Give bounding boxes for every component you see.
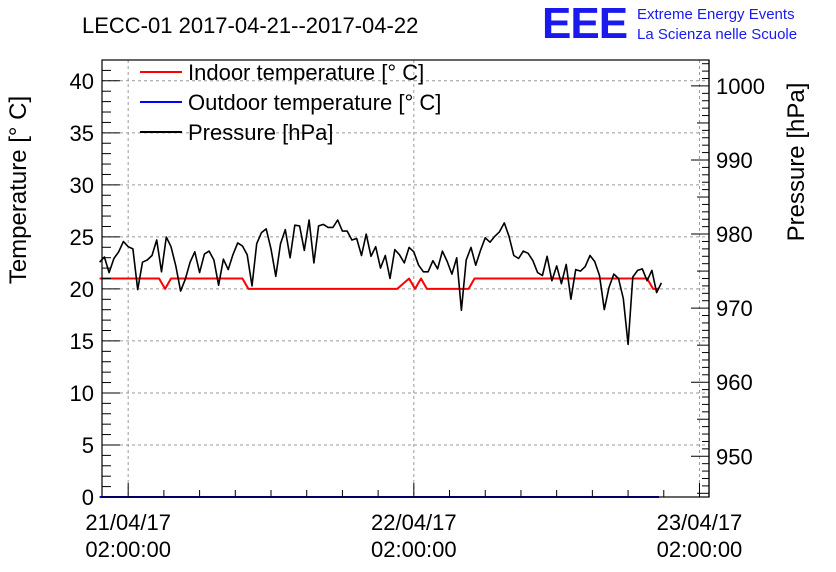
legend-label-indoor: Indoor temperature [° C]: [188, 60, 424, 85]
y-tick-label-6: 30: [70, 173, 94, 198]
x-tick-date-1: 22/04/17: [371, 510, 457, 535]
x-tick-time-1: 02:00:00: [371, 537, 457, 562]
logo-line1: Extreme Energy Events: [637, 6, 795, 23]
axis-ticks: [102, 59, 710, 498]
legend: Indoor temperature [° C] Outdoor tempera…: [140, 60, 441, 145]
chart-title: LECC-01 2017-04-21--2017-04-22: [82, 13, 418, 38]
y-tick-label-4: 20: [70, 277, 94, 302]
y-tick-label-3: 15: [70, 329, 94, 354]
y-tick-label-2: 10: [70, 381, 94, 406]
legend-label-pressure: Pressure [hPa]: [188, 120, 334, 145]
y2-axis-title: Pressure [hPa]: [783, 83, 810, 242]
y-tick-label-0: 0: [82, 485, 94, 510]
y-tick-label-1: 5: [82, 433, 94, 458]
y-axis-title: Temperature [° C]: [5, 96, 32, 284]
x-tick-date-2: 23/04/17: [657, 510, 743, 535]
series-line-0: [99, 277, 659, 290]
y-tick-label-5: 25: [70, 225, 94, 250]
y2-tick-label-0: 950: [716, 444, 753, 469]
y-tick-label-7: 35: [70, 121, 94, 146]
x-tick-time-2: 02:00:00: [657, 537, 743, 562]
y2-tick-label-3: 980: [716, 222, 753, 247]
x-tick-time-0: 02:00:00: [85, 537, 171, 562]
logo-line2: La Scienza nelle Scuole: [637, 26, 797, 43]
y2-tick-label-1: 960: [716, 370, 753, 395]
logo: EEE Extreme Energy Events La Scienza nel…: [542, 0, 797, 48]
y-tick-label-8: 40: [70, 69, 94, 94]
legend-label-outdoor: Outdoor temperature [° C]: [188, 90, 441, 115]
x-tick-date-0: 21/04/17: [85, 510, 171, 535]
y2-tick-label-2: 970: [716, 296, 753, 321]
logo-mark: EEE: [542, 0, 627, 48]
y2-tick-label-5: 1000: [716, 74, 765, 99]
y2-tick-label-4: 990: [716, 148, 753, 173]
tick-labels: 051015202530354021/04/1702:00:0022/04/17…: [70, 69, 765, 562]
series-line-2: [99, 219, 663, 346]
